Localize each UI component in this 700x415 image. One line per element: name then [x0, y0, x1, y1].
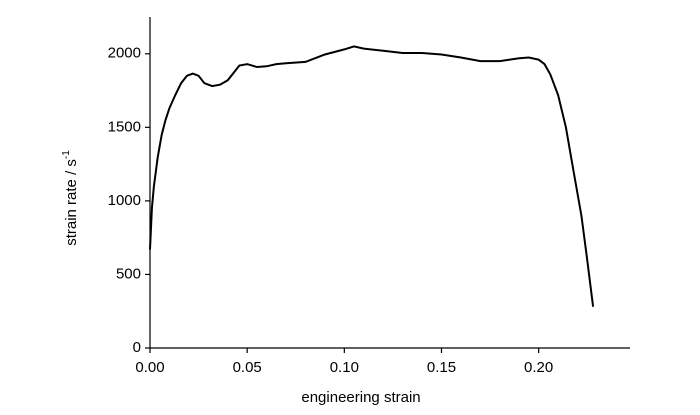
y-tick-label: 1000: [108, 192, 141, 209]
y-axis-label-main: strain rate / s: [63, 159, 80, 246]
data-line: [149, 45, 595, 307]
y-axis-label: strain rate / s-1: [61, 150, 80, 246]
x-tick-label: 0.15: [427, 359, 456, 376]
y-tick-label: 2000: [108, 45, 141, 62]
y-tick-label: 500: [116, 265, 141, 282]
x-tick-label: 0.05: [233, 359, 262, 376]
x-tick-label: 0.20: [524, 359, 553, 376]
x-tick-label: 0.00: [135, 359, 164, 376]
x-tick-label: 0.10: [330, 359, 359, 376]
y-tick-label: 0: [133, 339, 141, 356]
x-axis-label: engineering strain: [301, 389, 420, 406]
y-tick-label: 1500: [108, 118, 141, 135]
y-axis-label-sup: -1: [61, 150, 72, 159]
